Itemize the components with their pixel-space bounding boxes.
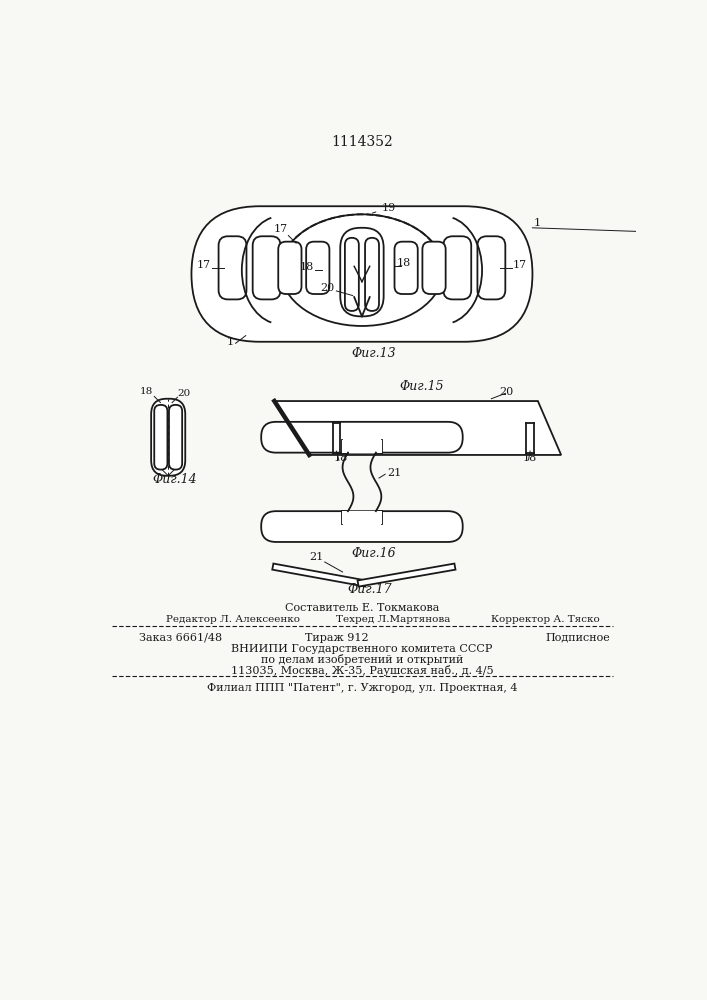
Text: 1114352: 1114352 [331, 135, 393, 149]
Text: Техред Л.Мартянова: Техред Л.Мартянова [337, 615, 451, 624]
Text: 113035, Москва, Ж-35, Раушская наб., д. 4/5: 113035, Москва, Ж-35, Раушская наб., д. … [230, 665, 493, 676]
Text: 17: 17 [274, 224, 288, 234]
Text: 18: 18 [334, 453, 349, 463]
FancyBboxPatch shape [345, 238, 359, 311]
FancyBboxPatch shape [218, 236, 247, 299]
Text: 18: 18 [397, 258, 411, 268]
FancyBboxPatch shape [252, 236, 281, 299]
FancyBboxPatch shape [261, 511, 462, 542]
FancyBboxPatch shape [395, 242, 418, 294]
FancyBboxPatch shape [306, 242, 329, 294]
Text: Φиг.16: Φиг.16 [351, 547, 396, 560]
FancyBboxPatch shape [443, 236, 472, 299]
Polygon shape [341, 440, 382, 453]
Text: 19: 19 [373, 203, 396, 213]
Text: 21: 21 [309, 552, 323, 562]
Text: 18: 18 [300, 262, 314, 272]
Text: Тираж 912: Тираж 912 [305, 633, 368, 643]
Text: ВНИИПИ Государственного комитета СССР: ВНИИПИ Государственного комитета СССР [231, 644, 493, 654]
Text: 21: 21 [387, 468, 401, 478]
Text: по делам изобретений и открытий: по делам изобретений и открытий [261, 654, 463, 665]
FancyBboxPatch shape [365, 238, 379, 311]
Polygon shape [274, 401, 561, 455]
FancyBboxPatch shape [154, 405, 168, 470]
Text: 20: 20 [320, 283, 335, 293]
FancyBboxPatch shape [279, 242, 301, 294]
Text: Заказ 6661/48: Заказ 6661/48 [139, 633, 222, 643]
Text: Φиг.17: Φиг.17 [347, 583, 392, 596]
Text: 1: 1 [227, 337, 234, 347]
Text: 20: 20 [177, 389, 191, 398]
Text: Φиг.13: Φиг.13 [351, 347, 396, 360]
FancyBboxPatch shape [192, 206, 532, 342]
Polygon shape [358, 564, 455, 587]
Text: 17: 17 [513, 260, 527, 270]
Text: 18: 18 [522, 453, 537, 463]
Text: Корректор А. Тяско: Корректор А. Тяско [491, 615, 600, 624]
Text: Редактор Л. Алексеенко: Редактор Л. Алексеенко [166, 615, 300, 624]
Polygon shape [272, 564, 366, 587]
Text: 1: 1 [534, 218, 541, 228]
Text: 18: 18 [140, 387, 153, 396]
Text: Подписное: Подписное [546, 633, 610, 643]
FancyBboxPatch shape [477, 236, 506, 299]
FancyBboxPatch shape [151, 399, 185, 476]
FancyBboxPatch shape [261, 422, 462, 453]
Text: Филиал ППП "Патент", г. Ужгород, ул. Проектная, 4: Филиал ППП "Патент", г. Ужгород, ул. Про… [206, 683, 518, 693]
Text: 17: 17 [197, 260, 211, 270]
FancyBboxPatch shape [169, 405, 182, 470]
Text: Φиг.15: Φиг.15 [399, 379, 444, 392]
FancyBboxPatch shape [340, 228, 384, 316]
Text: 20: 20 [499, 387, 513, 397]
Text: Составитель Е. Токмакова: Составитель Е. Токмакова [285, 603, 439, 613]
FancyBboxPatch shape [422, 242, 445, 294]
Text: Φиг.14: Φиг.14 [152, 473, 197, 486]
Polygon shape [341, 511, 382, 524]
